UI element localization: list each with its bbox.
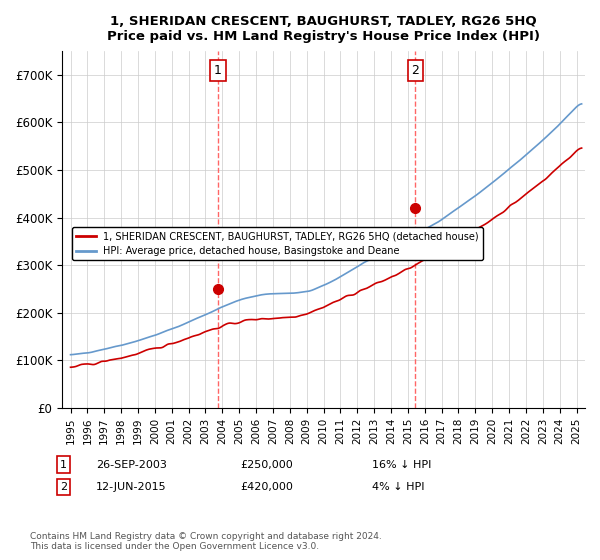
Text: 16% ↓ HPI: 16% ↓ HPI — [372, 460, 431, 470]
Text: £420,000: £420,000 — [240, 482, 293, 492]
Text: 26-SEP-2003: 26-SEP-2003 — [96, 460, 167, 470]
Text: Contains HM Land Registry data © Crown copyright and database right 2024.
This d: Contains HM Land Registry data © Crown c… — [30, 532, 382, 552]
Text: 4% ↓ HPI: 4% ↓ HPI — [372, 482, 425, 492]
Text: 2: 2 — [60, 482, 67, 492]
Text: 1: 1 — [214, 64, 222, 77]
Text: 2: 2 — [412, 64, 419, 77]
Text: £250,000: £250,000 — [240, 460, 293, 470]
Text: 12-JUN-2015: 12-JUN-2015 — [96, 482, 167, 492]
Text: 1: 1 — [60, 460, 67, 470]
Legend: 1, SHERIDAN CRESCENT, BAUGHURST, TADLEY, RG26 5HQ (detached house), HPI: Average: 1, SHERIDAN CRESCENT, BAUGHURST, TADLEY,… — [72, 227, 483, 260]
Title: 1, SHERIDAN CRESCENT, BAUGHURST, TADLEY, RG26 5HQ
Price paid vs. HM Land Registr: 1, SHERIDAN CRESCENT, BAUGHURST, TADLEY,… — [107, 15, 540, 43]
